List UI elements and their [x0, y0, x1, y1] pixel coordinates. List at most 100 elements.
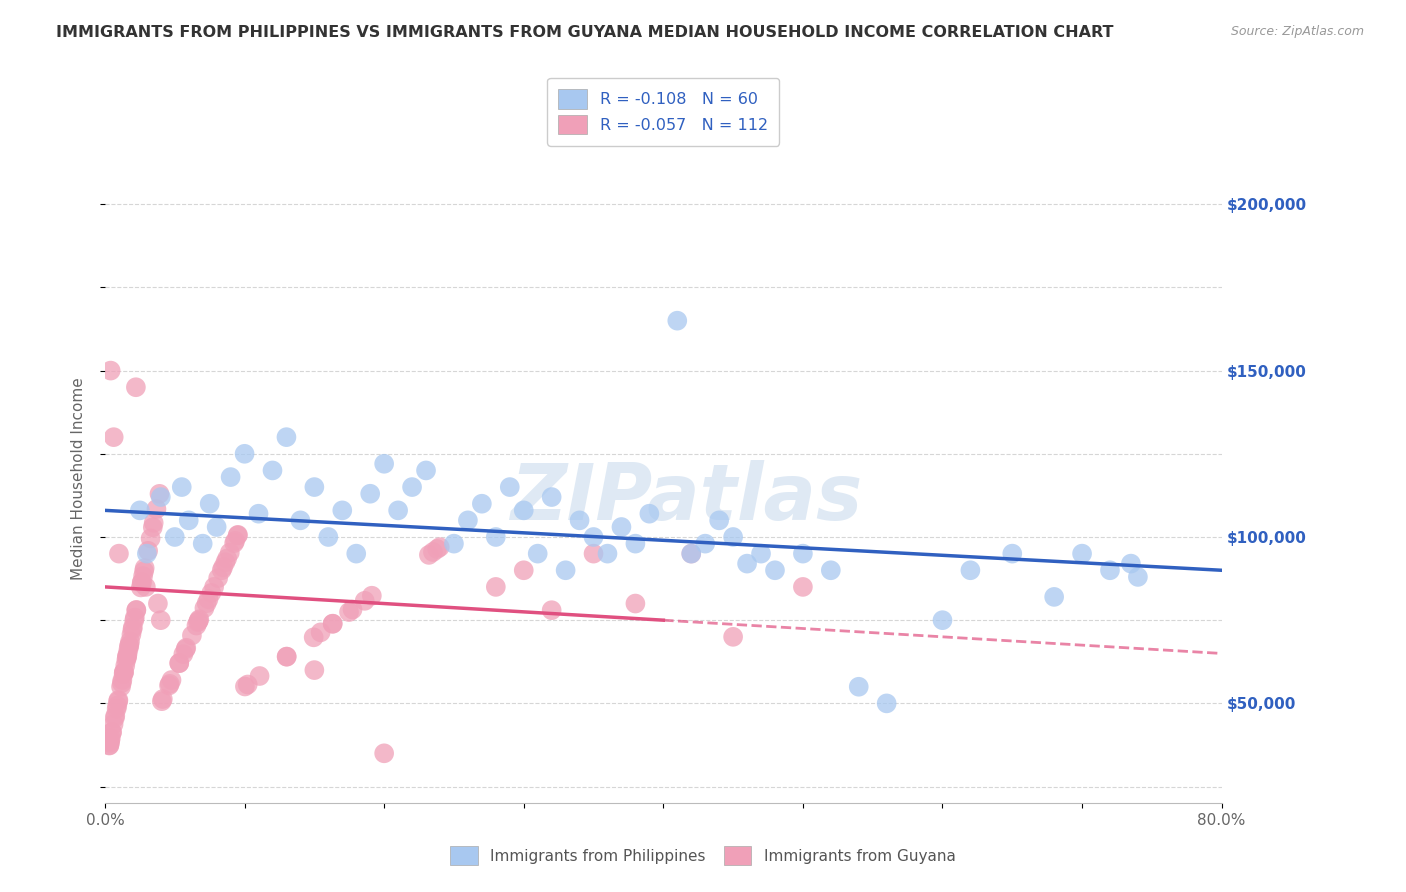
Point: [337, 605, 360, 619]
Point: [114, 658, 136, 673]
Point: [526, 547, 548, 561]
Point: [624, 536, 647, 550]
Point: [169, 656, 191, 670]
Point: [191, 536, 214, 550]
Point: [540, 490, 562, 504]
Point: [207, 571, 229, 585]
Point: [373, 747, 395, 761]
Point: [249, 669, 271, 683]
Point: [959, 563, 981, 577]
Point: [198, 497, 221, 511]
Point: [174, 642, 197, 657]
Point: [112, 666, 135, 681]
Point: [187, 615, 209, 629]
Point: [120, 634, 142, 648]
Point: [792, 547, 814, 561]
Point: [485, 530, 508, 544]
Point: [610, 520, 633, 534]
Point: [115, 650, 138, 665]
Point: [205, 520, 228, 534]
Point: [707, 513, 730, 527]
Point: [197, 592, 219, 607]
Legend: Immigrants from Philippines, Immigrants from Guyana: Immigrants from Philippines, Immigrants …: [444, 840, 962, 871]
Point: [100, 731, 122, 746]
Point: [596, 547, 619, 561]
Point: [145, 502, 167, 516]
Point: [735, 557, 758, 571]
Point: [218, 545, 240, 559]
Point: [148, 487, 170, 501]
Point: [302, 630, 325, 644]
Point: [125, 603, 148, 617]
Point: [117, 642, 139, 657]
Point: [721, 530, 744, 544]
Point: [322, 616, 344, 631]
Point: [111, 673, 134, 687]
Point: [344, 547, 367, 561]
Point: [457, 513, 479, 527]
Point: [721, 630, 744, 644]
Point: [174, 640, 197, 655]
Point: [124, 610, 146, 624]
Point: [499, 480, 522, 494]
Point: [112, 665, 135, 680]
Point: [322, 616, 344, 631]
Point: [318, 530, 340, 544]
Point: [681, 547, 703, 561]
Point: [98, 736, 121, 750]
Point: [104, 708, 127, 723]
Point: [931, 613, 953, 627]
Point: [108, 547, 131, 561]
Point: [443, 536, 465, 550]
Point: [224, 533, 246, 548]
Point: [513, 503, 536, 517]
Point: [98, 738, 121, 752]
Point: [103, 430, 125, 444]
Point: [429, 540, 451, 554]
Point: [132, 564, 155, 578]
Point: [211, 563, 233, 577]
Point: [792, 580, 814, 594]
Point: [115, 649, 138, 664]
Point: [202, 580, 225, 594]
Point: [142, 516, 165, 530]
Point: [107, 693, 129, 707]
Point: [262, 463, 284, 477]
Point: [749, 547, 772, 561]
Point: [1001, 547, 1024, 561]
Point: [111, 676, 134, 690]
Point: [100, 363, 122, 377]
Point: [415, 463, 437, 477]
Point: [247, 507, 270, 521]
Point: [418, 548, 440, 562]
Point: [426, 541, 449, 556]
Point: [107, 694, 129, 708]
Point: [276, 430, 298, 444]
Point: [129, 581, 152, 595]
Point: [121, 623, 143, 637]
Point: [681, 547, 703, 561]
Point: [142, 520, 165, 534]
Point: [186, 618, 208, 632]
Point: [582, 530, 605, 544]
Point: [540, 603, 562, 617]
Point: [157, 678, 180, 692]
Point: [304, 480, 326, 494]
Text: ZIPatlas: ZIPatlas: [509, 460, 862, 536]
Point: [224, 536, 246, 550]
Point: [177, 513, 200, 527]
Point: [124, 613, 146, 627]
Point: [276, 649, 298, 664]
Point: [110, 680, 132, 694]
Point: [330, 503, 353, 517]
Point: [200, 586, 222, 600]
Point: [1043, 590, 1066, 604]
Point: [150, 694, 173, 708]
Point: [212, 560, 235, 574]
Point: [193, 601, 215, 615]
Legend: R = -0.108   N = 60, R = -0.057   N = 112: R = -0.108 N = 60, R = -0.057 N = 112: [547, 78, 779, 145]
Point: [152, 692, 174, 706]
Point: [132, 569, 155, 583]
Point: [219, 470, 242, 484]
Point: [172, 647, 194, 661]
